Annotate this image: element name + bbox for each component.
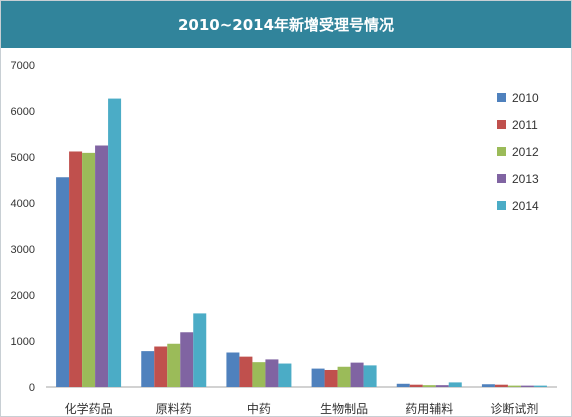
bar-2010-2 [226, 352, 240, 387]
y-axis-ticks: 0 1000 2000 3000 4000 5000 6000 7000 [11, 60, 35, 394]
bar-2010-0 [56, 177, 70, 387]
bar-2011-2 [239, 356, 253, 387]
x-category-label: 生物制品 [320, 402, 368, 416]
y-tick-label: 1000 [11, 336, 35, 348]
x-category-label: 原料药 [156, 402, 192, 416]
y-tick-label: 4000 [11, 198, 35, 210]
bar-2012-1 [167, 343, 181, 387]
bar-2010-4 [396, 383, 410, 387]
bar-2013-2 [265, 359, 279, 387]
bar-2013-5 [520, 385, 534, 387]
bar-2014-2 [278, 363, 292, 387]
bar-2011-4 [409, 384, 423, 387]
legend-label-2010: 2010 [512, 91, 539, 105]
bar-2010-5 [481, 384, 495, 387]
bar-2010-3 [311, 368, 325, 387]
bars [56, 98, 547, 387]
legend-label-2014: 2014 [512, 199, 539, 213]
bar-2013-1 [180, 332, 194, 387]
x-category-label: 诊断试剂 [490, 401, 538, 416]
bar-2012-2 [252, 362, 266, 387]
x-category-label: 药用辅料 [405, 402, 453, 416]
bar-2011-3 [324, 369, 338, 387]
y-tick-label: 3000 [11, 244, 35, 256]
y-tick-label: 6000 [11, 106, 35, 118]
chart-title: 2010~2014年新增受理号情况 [177, 16, 395, 34]
bar-2014-5 [533, 385, 547, 387]
x-category-label: 化学药品 [65, 401, 113, 416]
legend-label-2013: 2013 [512, 172, 539, 186]
bar-2010-1 [141, 351, 155, 387]
title-bar: 2010~2014年新增受理号情况 [1, 1, 571, 48]
legend-label-2011: 2011 [512, 118, 538, 132]
bar-2014-1 [193, 313, 207, 387]
y-tick-label: 5000 [11, 152, 35, 164]
legend-swatch-2013 [497, 174, 506, 183]
x-category-label: 中药 [247, 401, 271, 416]
legend-swatch-2010 [497, 93, 506, 102]
bar-2013-3 [350, 362, 364, 387]
y-tick-label: 2000 [11, 290, 35, 302]
legend-swatch-2011 [497, 120, 506, 129]
legend-swatch-2014 [497, 201, 506, 210]
bar-2011-5 [494, 384, 508, 387]
bar-2011-0 [69, 151, 83, 387]
legend-label-2012: 2012 [512, 145, 539, 159]
legend-swatch-2012 [497, 147, 506, 156]
y-tick-label: 7000 [11, 60, 35, 72]
bar-2012-0 [82, 152, 96, 387]
bar-2012-5 [507, 385, 521, 387]
bar-2013-0 [95, 145, 109, 387]
bar-2013-4 [435, 385, 449, 387]
bar-2012-3 [337, 366, 351, 387]
y-tick-label: 0 [29, 382, 35, 394]
bar-2012-4 [422, 385, 436, 387]
bar-2014-4 [448, 382, 462, 387]
bar-2014-0 [108, 98, 122, 387]
x-axis-categories: 化学药品 原料药 中药 生物制品 药用辅料 诊断试剂 [65, 401, 539, 416]
bar-2011-1 [154, 346, 168, 387]
bar-2014-3 [363, 365, 377, 387]
legend: 2010 2011 2012 2013 2014 [497, 91, 539, 213]
